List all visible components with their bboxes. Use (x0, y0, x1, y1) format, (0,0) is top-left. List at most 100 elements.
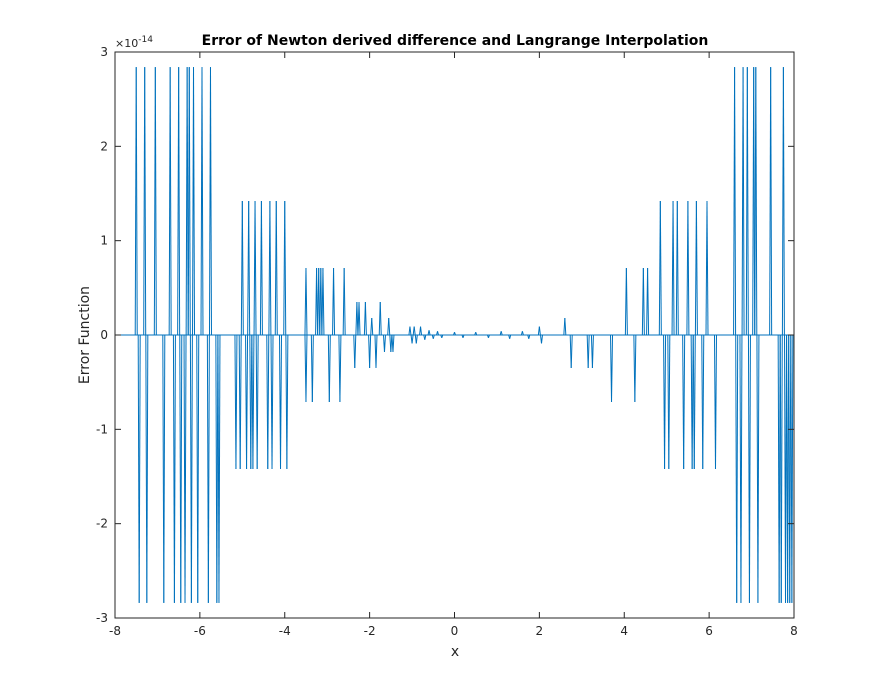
series-spike-return (144, 67, 147, 336)
series-spike-return (791, 334, 794, 603)
series-spike-return (454, 332, 456, 336)
series-spike-return (358, 301, 361, 336)
series-spike-return (193, 67, 196, 336)
y-exponent-power: -14 (138, 35, 153, 45)
series-spike-return (668, 334, 671, 469)
series-spike-return (634, 334, 637, 402)
x-tick-label: 6 (705, 624, 713, 638)
chart-title: Error of Newton derived difference and L… (202, 33, 709, 49)
series-spike-return (343, 268, 346, 336)
series-spike-return (275, 201, 278, 336)
series-spike-return (676, 201, 679, 336)
series-spike-return (248, 201, 251, 336)
series-spike-return (500, 331, 503, 336)
series-spike-return (647, 268, 650, 336)
series-spike-return (375, 334, 378, 369)
series-spike-return (693, 334, 696, 469)
series-spike-return (742, 67, 745, 336)
x-tick-label: 0 (451, 624, 459, 638)
x-tick-label: 2 (536, 624, 544, 638)
series-spike-return (437, 331, 440, 336)
series-spike-return (241, 201, 244, 336)
axes-layer: -8 -6 -4 -2 0 2 4 6 8 -3 -2 -1 0 1 2 3 (96, 45, 798, 638)
series-spike-return (254, 201, 257, 336)
series-spike-return (311, 334, 314, 402)
series-spike-return (487, 334, 490, 338)
series-spike-return (702, 334, 705, 469)
series-spike-return (209, 67, 212, 336)
x-tick-label: -4 (279, 624, 291, 638)
series-spike-return (328, 334, 331, 402)
series-spike-return (383, 334, 386, 353)
series-spike-return (706, 201, 709, 336)
series-spike-return (625, 268, 628, 336)
series-spike-return (239, 334, 242, 469)
series-spike-return (746, 67, 749, 336)
series-spike-return (420, 326, 423, 336)
series-spike-return (538, 326, 541, 336)
series-spike-return (432, 334, 435, 339)
series-spike-return (201, 67, 204, 336)
y-tick-label: -3 (96, 611, 108, 625)
series-spike-return (235, 334, 238, 469)
series-spike-return (611, 334, 614, 402)
series-spike-return (587, 334, 590, 369)
series-spike-return (780, 334, 783, 603)
x-tick-label: 8 (790, 624, 798, 638)
y-axis-label: Error Function (77, 286, 93, 384)
series-spike-return (664, 334, 667, 469)
series-spike-return (271, 334, 274, 469)
series-spike-return (364, 301, 367, 336)
series-spike-return (659, 201, 662, 336)
series-spike-return (782, 67, 785, 336)
series-spike-return (207, 334, 210, 603)
series-spike-return (286, 334, 289, 469)
series-spike-return (333, 268, 336, 336)
series-spike-return (642, 268, 645, 336)
series-spike-return (169, 67, 172, 336)
series-spike-return (135, 67, 138, 336)
series-layer (115, 67, 794, 603)
series-spike-return (475, 332, 478, 336)
series-spike-return (197, 334, 200, 603)
y-tick-label: 1 (100, 234, 108, 248)
series-spike-return (218, 334, 221, 603)
series-spike-return (748, 334, 751, 603)
series-spike-return (695, 201, 698, 336)
series-spike-return (736, 334, 739, 603)
series-spike-return (154, 67, 157, 336)
series-spike-return (138, 334, 141, 603)
series-spike-return (388, 317, 391, 336)
series-spike-return (509, 334, 512, 339)
series-spike-return (683, 334, 686, 469)
series-spike-return (284, 201, 287, 336)
series-spike-return (428, 330, 431, 336)
x-tick-label: -2 (364, 624, 376, 638)
series-spike-return (369, 334, 372, 369)
series-spike-return (755, 67, 758, 336)
series-spike-return (528, 334, 531, 339)
y-tick-label: -2 (96, 517, 108, 531)
series-spike-return (541, 334, 543, 344)
y-tick-label: 2 (100, 139, 108, 153)
series-spike-return (305, 334, 308, 402)
series-spike-return (413, 326, 416, 336)
series-spike-return (180, 334, 183, 603)
x-tick-label: 4 (620, 624, 628, 638)
series-spike-return (740, 334, 743, 603)
series-spike-return (409, 326, 412, 336)
series-spike-return (188, 67, 191, 336)
y-tick-label: 3 (100, 45, 108, 59)
series-spike-return (734, 67, 737, 336)
series-spike-return (424, 334, 427, 340)
series-spike-return (178, 67, 181, 336)
series-spike-return (379, 301, 382, 336)
series-spike-return (570, 334, 573, 369)
x-axis-label: x (451, 644, 459, 660)
series-spike-return (184, 334, 187, 603)
series-spike-return (371, 317, 374, 336)
series-spike-return (267, 334, 270, 469)
series-spike-return (462, 334, 465, 338)
